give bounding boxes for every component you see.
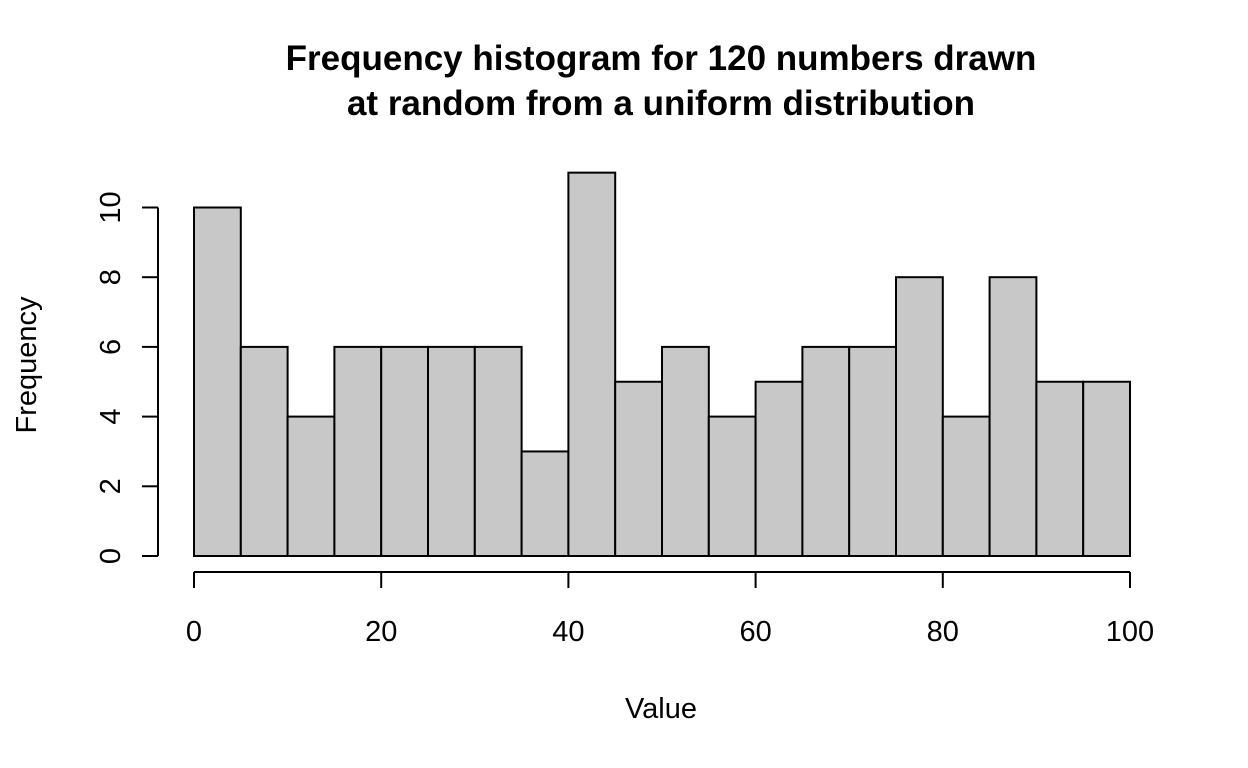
- x-tick-label-0: 0: [186, 616, 202, 648]
- x-tick-label-1: 20: [365, 616, 397, 648]
- histogram-bar-6: [473, 345, 523, 557]
- x-tick-label-3: 60: [739, 616, 771, 648]
- histogram-bar-8: [567, 171, 617, 557]
- histogram-bar-1: [239, 345, 289, 557]
- histogram-bar-10: [661, 345, 710, 557]
- y-tick-label-1: 2: [95, 478, 127, 494]
- y-tick-label-3: 6: [95, 339, 127, 355]
- histogram-bar-7: [520, 450, 570, 558]
- histogram-bar-4: [380, 345, 430, 557]
- y-tick-label-0: 0: [95, 548, 127, 564]
- histogram-bar-2: [286, 415, 336, 557]
- x-tick-label-2: 40: [552, 616, 584, 648]
- histogram-bar-15: [895, 276, 944, 557]
- histogram-bar-11: [707, 415, 757, 557]
- bars-group: [193, 171, 1131, 558]
- y-axis-label: Frequency: [11, 296, 43, 434]
- histogram-bar-13: [801, 345, 851, 557]
- x-tick-label-5: 100: [1106, 616, 1154, 648]
- y-tick-label-5: 10: [95, 191, 127, 223]
- histogram-bar-14: [848, 345, 898, 557]
- x-axis-label: Value: [625, 693, 697, 725]
- histogram-bar-0: [193, 206, 242, 557]
- y-tick-label-4: 8: [95, 269, 127, 285]
- histogram-bar-5: [427, 345, 476, 557]
- histogram-bar-16: [941, 415, 991, 557]
- y-tick-label-2: 4: [95, 409, 127, 425]
- chart-title-line-2: at random from a uniform distribution: [347, 84, 975, 123]
- histogram-bar-9: [614, 380, 664, 557]
- x-tick-label-4: 80: [927, 616, 959, 648]
- histogram-bar-18: [1035, 380, 1085, 557]
- x-axis: 0 20 40 60 80 100: [186, 571, 1154, 648]
- chart-title-line-1: Frequency histogram for 120 numbers draw…: [286, 39, 1037, 78]
- y-axis: 0 2 4 6 8 10: [95, 191, 159, 564]
- histogram-bar-17: [988, 276, 1038, 557]
- histogram-bar-12: [754, 380, 804, 557]
- histogram-bar-3: [333, 345, 383, 557]
- histogram-bar-19: [1082, 380, 1131, 557]
